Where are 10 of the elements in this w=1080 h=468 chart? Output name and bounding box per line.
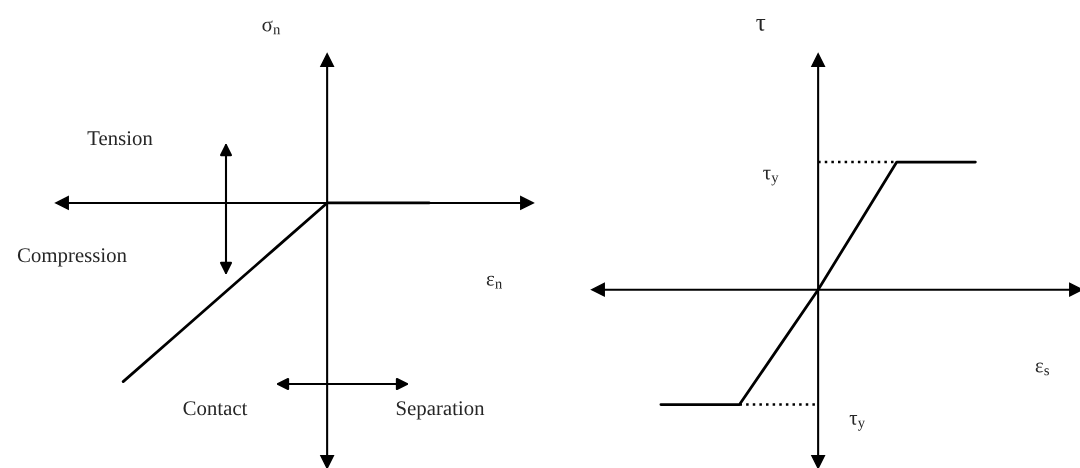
- text: Contact: [183, 401, 248, 416]
- text: τ$_{y}$: [849, 415, 865, 431]
- x-axis-title: ε$_{n}$: [486, 275, 502, 289]
- annotation: Compression: [17, 248, 127, 267]
- y-axis-title: σ$_{n}$: [262, 20, 281, 35]
- text: Separation: [396, 401, 485, 420]
- text: Tension: [87, 131, 153, 146]
- x-axis-title: ε$_{s}$: [1035, 362, 1049, 376]
- annotation: τ$_{y}$: [763, 169, 779, 186]
- y-axis-title: τ: [756, 19, 766, 31]
